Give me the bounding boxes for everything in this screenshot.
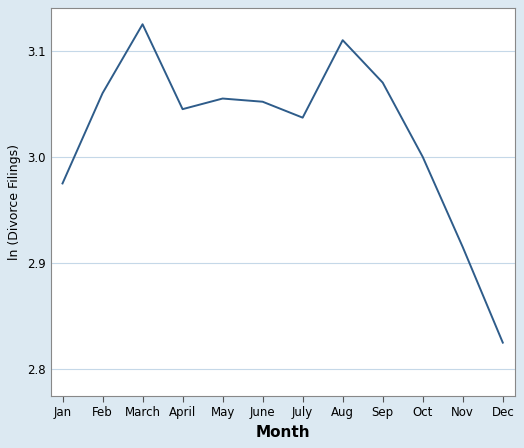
X-axis label: Month: Month <box>255 425 310 439</box>
Y-axis label: ln (Divorce Filings): ln (Divorce Filings) <box>8 144 21 260</box>
